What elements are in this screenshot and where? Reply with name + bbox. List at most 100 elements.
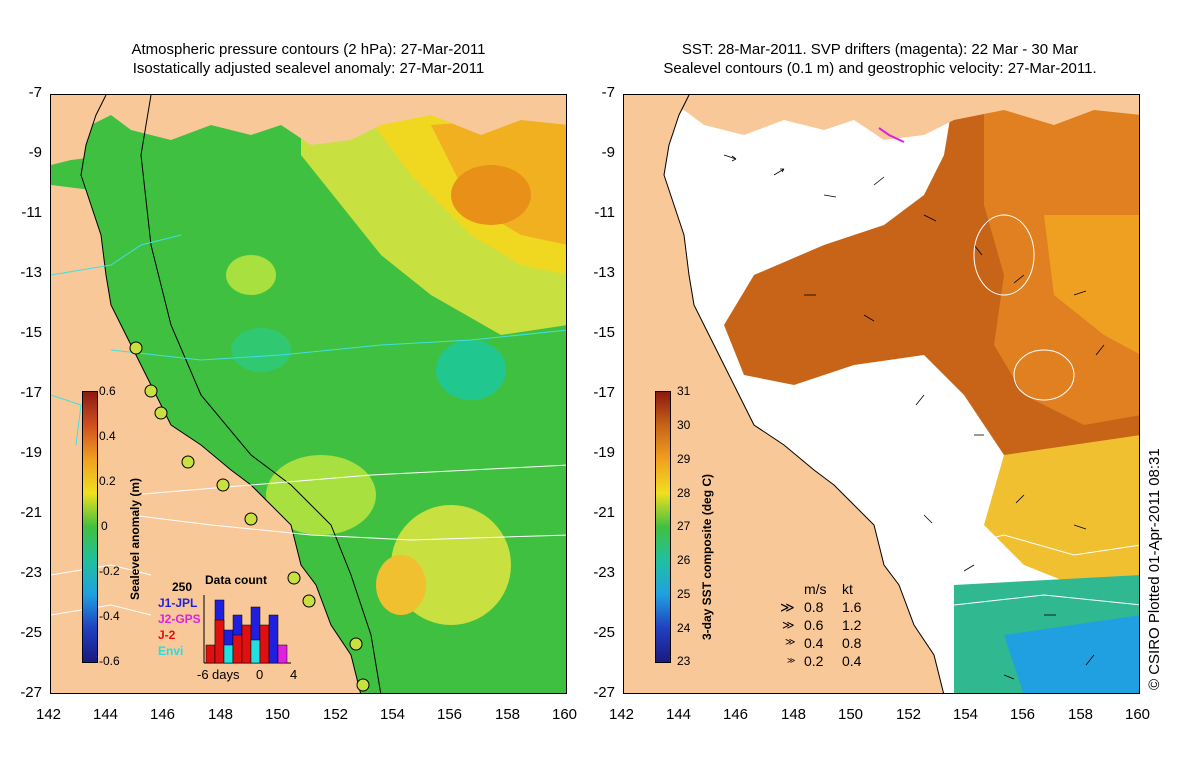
velocity-ms: 0.8 <box>804 599 824 615</box>
sealevel-colorbar <box>82 391 98 663</box>
hist-x-four: 4 <box>290 667 298 682</box>
sst-tick-28: 28 <box>677 486 691 500</box>
right-ylab: -27 <box>593 684 615 701</box>
left-ylab: -27 <box>20 684 42 701</box>
velocity-kt: 1.6 <box>842 599 862 615</box>
sla-tick-2: 0.2 <box>99 474 116 488</box>
left-xlab: 158 <box>495 706 521 723</box>
left-xlab: 148 <box>208 706 234 723</box>
sla-tick-1: 0.4 <box>99 429 116 443</box>
sst-tick-30: 30 <box>677 418 691 432</box>
sst-tick-31: 31 <box>677 384 691 398</box>
right-title-line1: SST: 28-Mar-2011. SVP drifters (magenta)… <box>681 41 1079 58</box>
right-ylab: -25 <box>593 624 615 641</box>
sst-tick-27: 27 <box>677 519 691 533</box>
hist-x-days: days <box>212 667 240 682</box>
left-ylab: -23 <box>20 564 42 581</box>
data-count-max: 250 <box>172 580 193 594</box>
left-xlab: 156 <box>437 706 463 723</box>
velocity-ms: 0.2 <box>804 653 824 669</box>
right-xlab: 144 <box>666 706 692 723</box>
left-ylab: -21 <box>20 504 42 521</box>
sst-colorbar-title: 3-day SST composite (deg C) <box>700 473 714 640</box>
velocity-arrow-icon: ≫ <box>782 618 795 632</box>
right-xlab: 154 <box>953 706 979 723</box>
sla-tick-0: 0.6 <box>99 384 116 398</box>
velocity-arrows <box>723 154 1105 680</box>
right-ylab: -19 <box>593 444 615 461</box>
sla-colorbar-title: Sealevel anomaly (m) <box>128 477 142 600</box>
sst-tick-26: 26 <box>677 553 691 567</box>
sla-tick-6: -0.6 <box>99 654 120 668</box>
left-title-line2: Isostatically adjusted sealevel anomaly:… <box>132 60 485 77</box>
sst-colorbar <box>655 391 671 663</box>
right-xlab: 150 <box>838 706 864 723</box>
left-ylab: -25 <box>20 624 42 641</box>
velocity-header-kt: kt <box>842 581 853 597</box>
right-xlab: 146 <box>723 706 749 723</box>
sst-tick-23: 23 <box>677 654 691 668</box>
right-title-line2: Sealevel contours (0.1 m) and geostrophi… <box>663 60 1097 77</box>
sst-tick-29: 29 <box>677 452 691 466</box>
right-ylab: -15 <box>593 324 615 341</box>
sealevel-anomaly-map <box>50 94 567 694</box>
right-xlab: 160 <box>1125 706 1151 723</box>
right-ylab: -13 <box>593 264 615 281</box>
left-xlab: 144 <box>93 706 119 723</box>
right-ylab: -11 <box>594 204 615 221</box>
right-map-title: SST: 28-Mar-2011. SVP drifters (magenta)… <box>620 40 1140 78</box>
right-ylab: -23 <box>593 564 615 581</box>
left-ylab: -9 <box>28 144 42 161</box>
right-ylab: -17 <box>593 384 615 401</box>
right-ylab: -7 <box>601 84 615 101</box>
left-xlab: 150 <box>265 706 291 723</box>
velocity-ms: 0.4 <box>804 635 824 651</box>
left-ylab: -7 <box>28 84 42 101</box>
hist-x-zero: 0 <box>256 667 264 682</box>
right-xlab: 142 <box>609 706 635 723</box>
left-xlab: 142 <box>36 706 62 723</box>
right-xlab: 148 <box>781 706 807 723</box>
sst-tick-24: 24 <box>677 621 691 635</box>
histogram-bars <box>205 599 288 664</box>
hist-x-minus6: -6 <box>197 667 209 682</box>
csiro-credit: © CSIRO Plotted 01-Apr-2011 08:31 <box>1146 448 1163 690</box>
series-envi: Envi <box>158 644 184 658</box>
sealevel-map-graphic <box>51 95 566 693</box>
velocity-arrow-icon: ≫ <box>780 599 795 615</box>
left-xlab: 154 <box>380 706 406 723</box>
velocity-ms: 0.6 <box>804 617 824 633</box>
left-xlab: 146 <box>150 706 176 723</box>
sla-tick-4: -0.2 <box>99 564 120 578</box>
data-count-histogram <box>203 595 291 664</box>
left-ylab: -13 <box>20 264 42 281</box>
velocity-kt: 0.4 <box>842 653 862 669</box>
velocity-arrow-icon: ≫ <box>785 637 796 648</box>
velocity-arrow-icon: ≫ <box>787 656 796 665</box>
right-ylab: -9 <box>601 144 615 161</box>
velocity-kt: 0.8 <box>842 635 862 651</box>
left-map-title: Atmospheric pressure contours (2 hPa): 2… <box>50 40 567 78</box>
sla-tick-5: -0.4 <box>99 609 120 623</box>
series-j2-gps: J2-GPS <box>158 612 201 626</box>
velocity-header-ms: m/s <box>804 581 827 597</box>
sla-tick-3: 0 <box>101 519 108 533</box>
right-xlab: 152 <box>896 706 922 723</box>
left-ylab: -15 <box>20 324 42 341</box>
series-j-2: J-2 <box>158 628 176 642</box>
left-xlab: 152 <box>323 706 349 723</box>
left-ylab: -17 <box>20 384 42 401</box>
data-count-title: Data count <box>205 573 268 587</box>
left-ylab: -19 <box>20 444 42 461</box>
right-ylab: -21 <box>593 504 615 521</box>
velocity-kt: 1.2 <box>842 617 862 633</box>
right-xlab: 158 <box>1068 706 1094 723</box>
right-xlab: 156 <box>1010 706 1036 723</box>
left-xlab: 160 <box>552 706 578 723</box>
sst-tick-25: 25 <box>677 587 691 601</box>
sst-map <box>623 94 1140 694</box>
left-title-line1: Atmospheric pressure contours (2 hPa): 2… <box>131 41 486 58</box>
sst-map-graphic <box>624 95 1139 693</box>
left-ylab: -11 <box>21 204 42 221</box>
series-j1-jpl: J1-JPL <box>158 596 198 610</box>
